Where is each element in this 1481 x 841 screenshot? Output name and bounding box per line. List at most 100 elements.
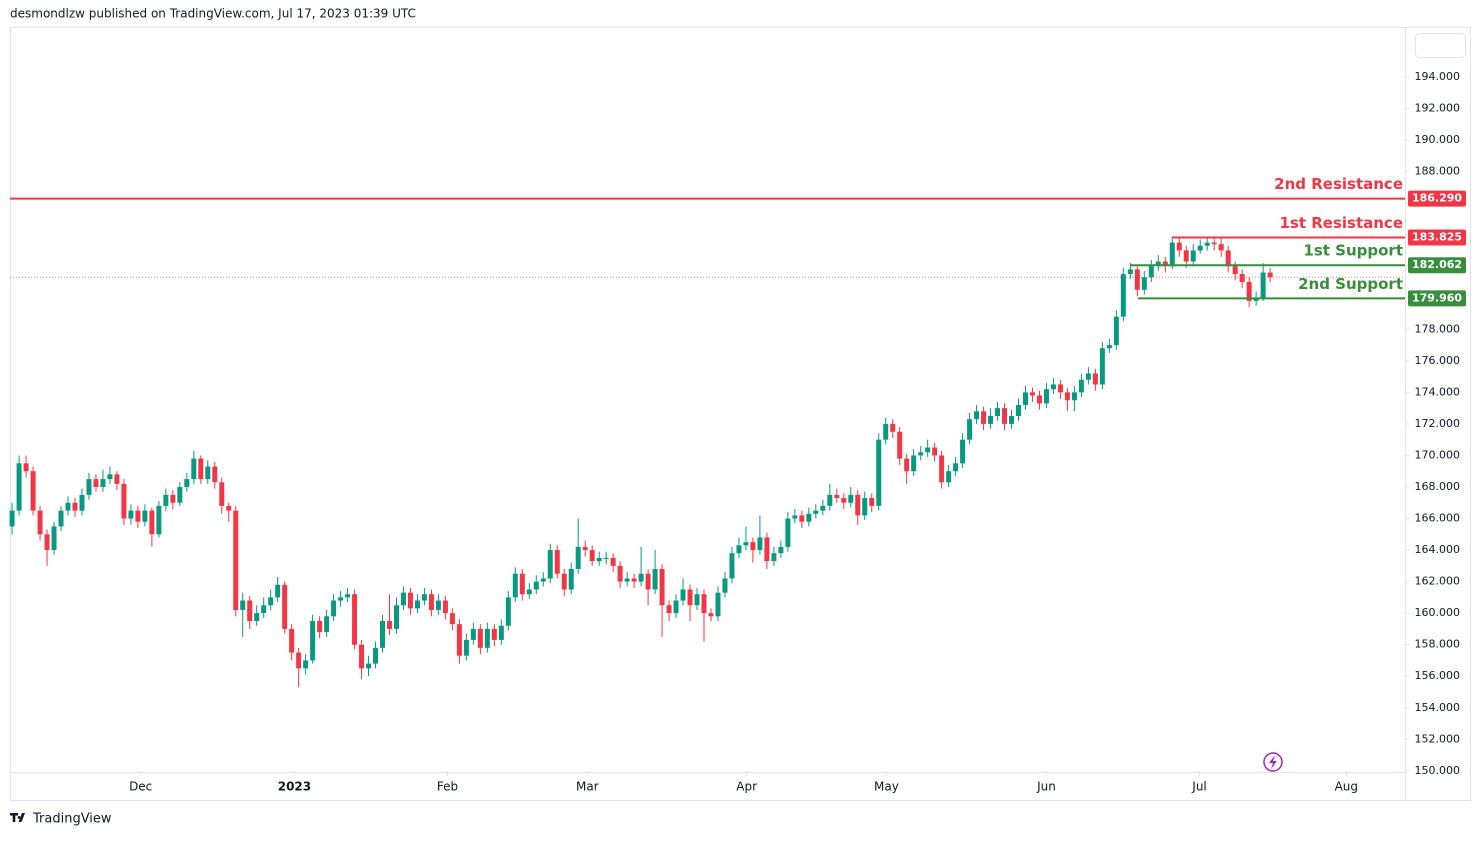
candle-body (1239, 274, 1245, 282)
candle-body (939, 455, 945, 483)
footer-text: TradingView (32, 812, 112, 827)
candle-body (1092, 373, 1098, 385)
candle-body (505, 597, 511, 626)
candle-body (1043, 389, 1049, 404)
candle-body (470, 628, 476, 640)
y-tick-label: 192.000 (1415, 102, 1461, 115)
y-tick-label: 174.000 (1415, 385, 1461, 398)
candle-body (247, 600, 253, 622)
candle-body (701, 594, 707, 614)
candle-body (596, 557, 602, 562)
alert-icon[interactable] (1263, 752, 1283, 772)
candle-body (345, 594, 351, 598)
candle-body (107, 474, 113, 480)
settings-box[interactable] (1415, 33, 1466, 58)
candle-body (310, 621, 316, 661)
level-name: 2nd Support (1298, 275, 1403, 293)
candle-body (282, 584, 288, 629)
candle-body (862, 498, 868, 516)
candle-body (1204, 242, 1210, 246)
candle-body (729, 553, 735, 579)
price-tag (1408, 257, 1466, 274)
y-tick-label: 158.000 (1415, 638, 1461, 651)
candle-body (324, 616, 330, 633)
y-tick-label: 188.000 (1415, 165, 1461, 178)
candle-body (198, 458, 204, 480)
candle-body (575, 546, 581, 569)
candle-body (1267, 272, 1273, 278)
candle-body (163, 494, 169, 506)
candle-body (778, 546, 784, 554)
header-text: desmondlzw published on TradingView.com,… (10, 7, 416, 21)
candle-body (631, 578, 637, 582)
candle-body (540, 578, 546, 582)
candle-body (456, 624, 462, 656)
candle-body (331, 600, 337, 617)
candle-body (498, 625, 504, 640)
candle-body (484, 628, 490, 648)
candle-body (1050, 384, 1056, 390)
candle-body (988, 416, 994, 424)
candle-body (240, 600, 246, 610)
candle-body (407, 592, 413, 609)
candle-body (883, 423, 889, 440)
x-tick-label: Apr (736, 780, 757, 794)
candle-body (855, 494, 861, 516)
candle-body (981, 411, 987, 424)
candle-body (785, 518, 791, 547)
y-tick-label: 162.000 (1415, 575, 1461, 588)
candle-body (876, 439, 882, 506)
candle-body (1085, 373, 1091, 380)
candle-body (1190, 250, 1196, 262)
candle-body (226, 505, 232, 511)
candle-body (694, 594, 700, 606)
candle-body (1232, 266, 1238, 275)
candle-body (86, 479, 92, 495)
candle-body (722, 578, 728, 593)
candle-body (834, 494, 840, 499)
candle-body (659, 568, 665, 606)
candle-body (673, 600, 679, 614)
x-tick-label: Mar (576, 780, 599, 794)
candle-body (547, 550, 553, 579)
candle-body (764, 537, 770, 562)
candle-body (995, 408, 1001, 417)
candle-body (233, 510, 239, 610)
candle-body (400, 592, 406, 606)
price-tag (1408, 229, 1466, 246)
candle-body (44, 534, 50, 551)
x-tick-label: 2023 (278, 780, 311, 794)
y-tick-label: 156.000 (1415, 669, 1461, 682)
candle-body (1141, 277, 1147, 290)
candle-body (582, 546, 588, 551)
candle-body (414, 600, 420, 609)
candle-body (603, 557, 609, 559)
candle-body (428, 594, 434, 610)
candle-body (708, 613, 714, 617)
candle-body (645, 573, 651, 590)
candle-body (519, 573, 525, 595)
y-tick-label: 194.000 (1415, 70, 1461, 83)
candle-body (1155, 261, 1161, 267)
candle-body (373, 647, 379, 664)
candle-body (261, 605, 267, 614)
candle-body (848, 494, 854, 503)
level-name: 1st Support (1303, 242, 1403, 260)
candle-body (93, 479, 99, 487)
candle-body (1120, 274, 1126, 317)
candle-body (1113, 316, 1119, 346)
candle-body (149, 510, 155, 535)
candle-body (477, 628, 483, 648)
candle-body (289, 628, 295, 653)
candle-body (128, 510, 134, 519)
candle-body (911, 455, 917, 472)
candle-body (268, 597, 274, 606)
candle-body (1260, 272, 1266, 298)
candles (9, 236, 1405, 688)
candle-body (946, 471, 952, 483)
candle-body (827, 494, 833, 506)
candle-body (1218, 244, 1224, 251)
candle-body (526, 589, 532, 595)
candle-body (960, 439, 966, 464)
